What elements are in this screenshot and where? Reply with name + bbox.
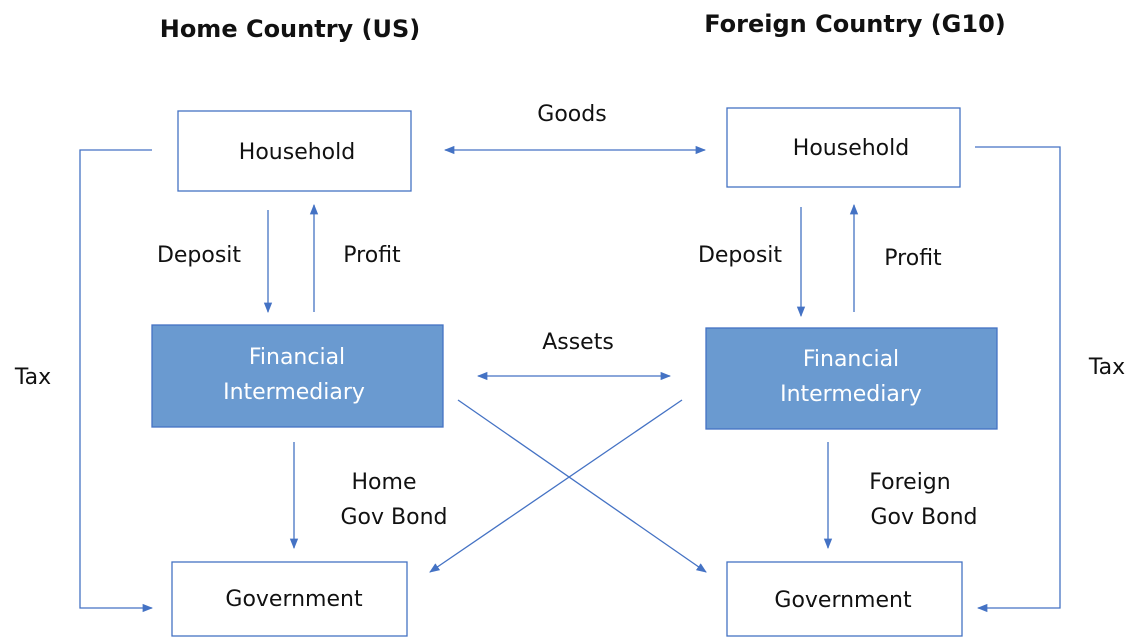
node-box bbox=[726, 561, 963, 637]
title: Home Country (US) bbox=[160, 15, 421, 43]
edge-label: Gov Bond bbox=[341, 505, 448, 530]
edge-label: Tax bbox=[1088, 355, 1125, 380]
arrow bbox=[79, 149, 154, 613]
node-label: Household bbox=[239, 140, 355, 165]
node-label: Intermediary bbox=[780, 382, 922, 407]
edge-label: Home bbox=[352, 470, 417, 495]
node-label: Government bbox=[774, 588, 912, 613]
arrow bbox=[457, 399, 707, 573]
node-label: Financial bbox=[803, 347, 899, 372]
edge-label: Foreign bbox=[869, 470, 950, 495]
arrow bbox=[975, 146, 1061, 613]
edge-label: Profit bbox=[343, 243, 401, 268]
node-box bbox=[177, 110, 412, 192]
edge-label: Tax bbox=[14, 365, 51, 390]
node-box bbox=[151, 324, 444, 428]
node-label: Government bbox=[225, 587, 363, 612]
edge-label: Goods bbox=[537, 102, 606, 127]
arrow bbox=[429, 399, 683, 573]
node-box bbox=[705, 327, 998, 430]
node-label: Intermediary bbox=[223, 380, 365, 405]
title: Foreign Country (G10) bbox=[704, 10, 1006, 38]
edge-label: Gov Bond bbox=[871, 505, 978, 530]
edge-label: Deposit bbox=[698, 243, 782, 268]
node-box bbox=[171, 561, 408, 637]
node-label: Financial bbox=[249, 345, 345, 370]
node-label: Household bbox=[793, 136, 909, 161]
edge-label: Profit bbox=[884, 246, 942, 271]
node-box bbox=[726, 107, 961, 188]
edge-label: Assets bbox=[542, 330, 614, 355]
edge-label: Deposit bbox=[157, 243, 241, 268]
